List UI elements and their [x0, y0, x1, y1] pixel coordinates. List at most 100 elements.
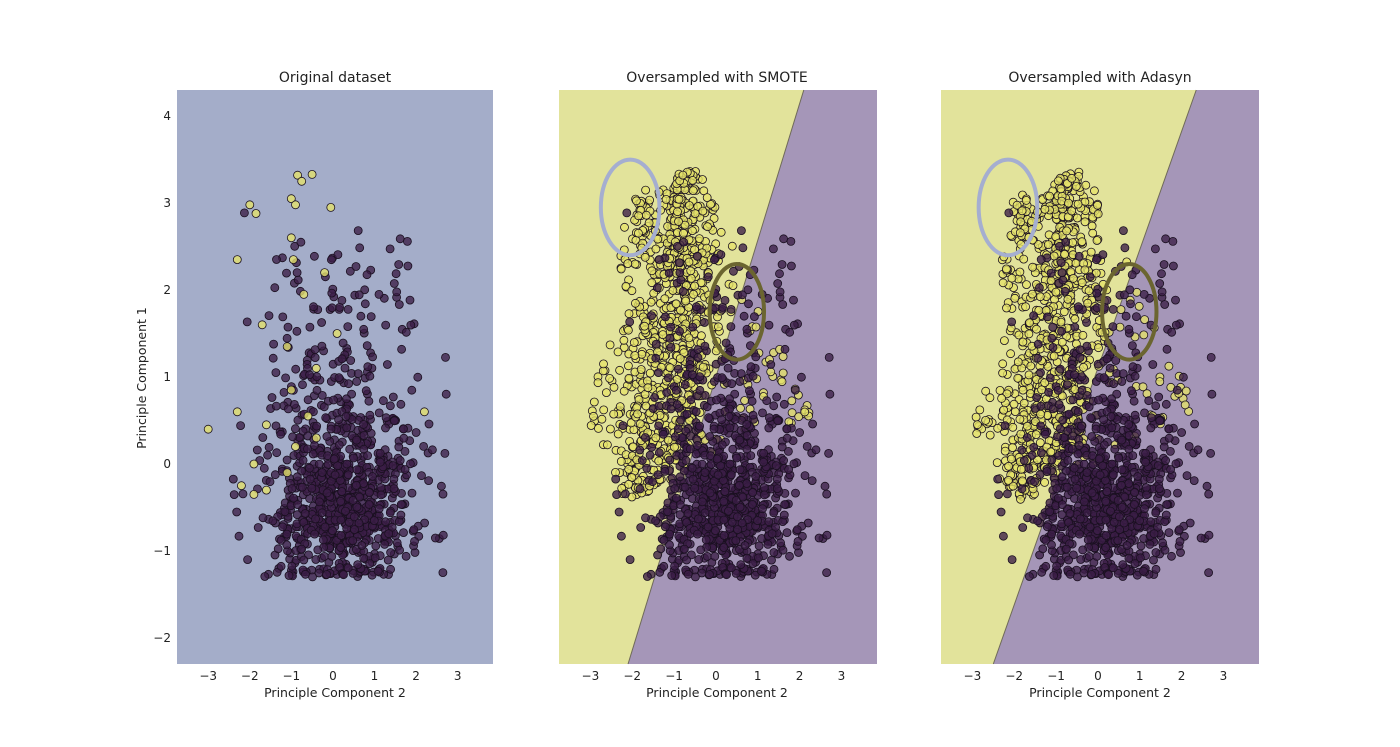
majority-point: [800, 471, 810, 481]
majority-point: [1193, 445, 1203, 455]
majority-point: [305, 474, 315, 484]
majority-point: [779, 234, 788, 244]
majority-point: [1004, 208, 1014, 218]
majority-point: [1172, 385, 1182, 395]
majority-point: [1085, 522, 1095, 532]
x-tick-label: −1: [1047, 669, 1065, 683]
majority-point: [292, 472, 302, 482]
majority-point: [820, 481, 830, 491]
majority-point: [1036, 368, 1045, 378]
majority-point: [438, 489, 448, 499]
majority-point: [440, 448, 450, 458]
majority-point: [229, 490, 239, 500]
majority-point: [1024, 463, 1034, 473]
panel-title: Original dataset: [279, 70, 392, 86]
majority-point: [693, 529, 702, 539]
minority-point: [684, 333, 694, 343]
majority-point: [737, 226, 746, 236]
majority-point: [688, 322, 698, 332]
majority-point: [793, 537, 803, 546]
majority-point: [625, 555, 635, 564]
majority-point: [288, 432, 298, 442]
majority-point: [1121, 311, 1131, 321]
majority-point: [672, 399, 682, 409]
majority-point: [279, 387, 289, 397]
majority-point: [680, 544, 689, 554]
majority-point: [1101, 531, 1111, 540]
majority-point: [282, 455, 292, 465]
majority-point: [1124, 419, 1134, 429]
minority-point: [1015, 228, 1025, 238]
majority-point: [1085, 272, 1095, 282]
majority-point: [1082, 508, 1092, 518]
majority-point: [999, 531, 1008, 541]
minority-point: [681, 296, 691, 306]
minority-point: [998, 359, 1008, 369]
majority-point: [1068, 395, 1078, 405]
minority-point: [626, 418, 636, 428]
majority-point: [1113, 536, 1123, 545]
majority-point: [238, 489, 248, 499]
x-tick-label: 0: [1094, 669, 1102, 683]
majority-point: [1145, 540, 1155, 549]
majority-point: [654, 255, 664, 264]
majority-point: [342, 459, 352, 469]
minority-point: [1070, 314, 1080, 324]
majority-point: [697, 497, 707, 507]
majority-point: [808, 419, 817, 429]
majority-point: [1130, 559, 1140, 568]
majority-point: [322, 570, 332, 579]
majority-point: [270, 470, 280, 480]
majority-point: [1162, 500, 1172, 509]
minority-point: [1046, 276, 1056, 286]
majority-point: [758, 408, 767, 418]
minority-point: [1087, 221, 1097, 231]
majority-point: [365, 410, 375, 420]
majority-point: [1122, 541, 1132, 550]
majority-point: [690, 483, 699, 493]
x-tick-label: 1: [754, 669, 762, 683]
minority-point: [1078, 330, 1088, 340]
majority-point: [695, 385, 705, 395]
minority-point: [1009, 399, 1019, 409]
minority-point: [631, 298, 640, 308]
majority-point: [1032, 393, 1041, 402]
majority-point: [1155, 484, 1164, 494]
majority-point: [1076, 514, 1085, 524]
majority-point: [712, 395, 721, 405]
minority-point: [671, 299, 681, 309]
majority-point: [621, 489, 630, 499]
majority-point: [1057, 472, 1067, 482]
majority-point: [341, 394, 351, 404]
majority-point: [1095, 470, 1105, 480]
majority-point: [327, 552, 337, 561]
majority-point: [1079, 497, 1089, 507]
majority-point: [1132, 312, 1141, 322]
minority-point: [605, 373, 614, 383]
x-tick-label: −2: [241, 669, 259, 683]
minority-point: [605, 340, 615, 350]
majority-point: [635, 484, 645, 494]
minority-point: [586, 421, 596, 430]
minority-point: [1060, 249, 1069, 259]
minority-point: [627, 286, 637, 296]
majority-point: [305, 370, 315, 380]
minority-point: [594, 423, 603, 433]
minority-point: [632, 196, 641, 206]
majority-point: [822, 489, 832, 499]
minority-point: [1002, 303, 1011, 313]
majority-point: [1153, 461, 1163, 471]
majority-point: [292, 326, 302, 336]
majority-point: [692, 251, 702, 261]
majority-point: [663, 373, 673, 383]
majority-point: [748, 371, 758, 381]
majority-point: [364, 488, 374, 498]
minority-point: [624, 373, 634, 383]
minority-point: [971, 412, 981, 422]
minority-point: [249, 459, 259, 469]
minority-point: [670, 442, 679, 452]
majority-point: [383, 555, 393, 565]
majority-point: [759, 457, 768, 467]
minority-point: [674, 194, 684, 204]
minority-point: [597, 414, 607, 424]
